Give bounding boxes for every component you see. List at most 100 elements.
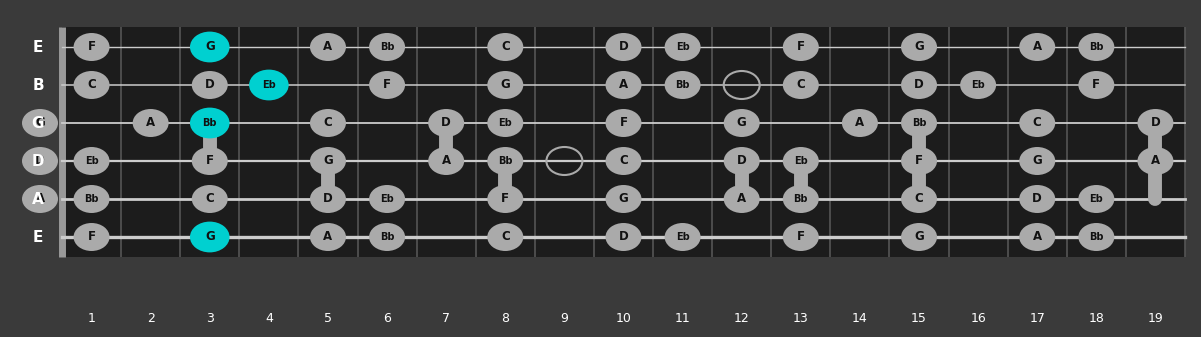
Text: Eb: Eb (676, 232, 689, 242)
Ellipse shape (1020, 33, 1056, 61)
Text: E: E (32, 39, 43, 55)
Ellipse shape (901, 109, 937, 137)
Text: F: F (88, 231, 96, 244)
Ellipse shape (1137, 109, 1173, 137)
Text: C: C (1033, 117, 1041, 129)
Ellipse shape (605, 147, 641, 175)
Ellipse shape (960, 71, 996, 99)
Ellipse shape (192, 147, 228, 175)
Ellipse shape (488, 109, 524, 137)
Text: F: F (796, 231, 805, 244)
Text: G: G (31, 116, 44, 130)
Text: G: G (737, 117, 747, 129)
Text: 1: 1 (88, 312, 96, 326)
Text: C: C (323, 117, 333, 129)
Text: C: C (501, 40, 509, 54)
Ellipse shape (1137, 147, 1173, 175)
Ellipse shape (73, 223, 109, 251)
Ellipse shape (1078, 223, 1115, 251)
Text: D: D (619, 40, 628, 54)
Ellipse shape (310, 185, 346, 213)
Text: 8: 8 (501, 312, 509, 326)
Text: Eb: Eb (676, 42, 689, 52)
Text: D: D (323, 192, 333, 206)
Ellipse shape (192, 71, 228, 99)
Text: C: C (620, 154, 628, 167)
Text: A: A (855, 117, 865, 129)
Text: C: C (915, 192, 924, 206)
Text: Eb: Eb (262, 80, 276, 90)
Text: D: D (1151, 117, 1160, 129)
Ellipse shape (664, 33, 700, 61)
Ellipse shape (842, 109, 878, 137)
Ellipse shape (369, 33, 405, 61)
Text: 5: 5 (324, 312, 331, 326)
Text: 11: 11 (675, 312, 691, 326)
Text: F: F (796, 40, 805, 54)
Text: 17: 17 (1029, 312, 1045, 326)
Ellipse shape (724, 109, 760, 137)
Text: Bb: Bb (1089, 42, 1104, 52)
Text: C: C (796, 79, 805, 92)
Ellipse shape (783, 223, 819, 251)
Text: Bb: Bb (1089, 232, 1104, 242)
Ellipse shape (1078, 71, 1115, 99)
Text: D: D (914, 79, 924, 92)
Text: Bb: Bb (498, 156, 513, 166)
Ellipse shape (22, 185, 58, 213)
Ellipse shape (192, 185, 228, 213)
Text: F: F (383, 79, 392, 92)
Ellipse shape (783, 33, 819, 61)
Text: A: A (323, 40, 333, 54)
Ellipse shape (429, 147, 464, 175)
FancyBboxPatch shape (62, 27, 1185, 257)
Ellipse shape (783, 71, 819, 99)
Ellipse shape (605, 109, 641, 137)
Text: 4: 4 (265, 312, 273, 326)
Ellipse shape (429, 109, 464, 137)
Ellipse shape (1078, 33, 1115, 61)
Ellipse shape (369, 71, 405, 99)
Text: Bb: Bb (912, 118, 926, 128)
Ellipse shape (132, 109, 168, 137)
Text: 12: 12 (734, 312, 749, 326)
Text: F: F (88, 40, 96, 54)
Ellipse shape (73, 185, 109, 213)
Ellipse shape (783, 185, 819, 213)
Ellipse shape (369, 185, 405, 213)
Text: 14: 14 (852, 312, 868, 326)
Text: G: G (501, 79, 510, 92)
Text: G: G (914, 231, 924, 244)
Text: G: G (205, 40, 215, 54)
Text: C: C (205, 192, 214, 206)
Text: 18: 18 (1088, 312, 1104, 326)
Text: C: C (88, 79, 96, 92)
Text: 10: 10 (616, 312, 632, 326)
Ellipse shape (605, 223, 641, 251)
Ellipse shape (73, 33, 109, 61)
Text: Bb: Bb (380, 42, 394, 52)
Ellipse shape (73, 147, 109, 175)
Text: F: F (501, 192, 509, 206)
Ellipse shape (724, 185, 760, 213)
Ellipse shape (901, 223, 937, 251)
Ellipse shape (310, 33, 346, 61)
Text: G: G (914, 40, 924, 54)
Text: A: A (323, 231, 333, 244)
Ellipse shape (664, 71, 700, 99)
Text: Bb: Bb (203, 118, 217, 128)
Ellipse shape (664, 223, 700, 251)
Ellipse shape (783, 147, 819, 175)
Text: F: F (620, 117, 627, 129)
Ellipse shape (605, 33, 641, 61)
Text: G: G (1033, 154, 1042, 167)
Ellipse shape (310, 109, 346, 137)
Ellipse shape (1020, 109, 1056, 137)
Ellipse shape (724, 147, 760, 175)
Text: B: B (32, 78, 43, 92)
Ellipse shape (310, 223, 346, 251)
Ellipse shape (488, 223, 524, 251)
Ellipse shape (901, 147, 937, 175)
Ellipse shape (190, 32, 229, 62)
Text: G: G (323, 154, 333, 167)
